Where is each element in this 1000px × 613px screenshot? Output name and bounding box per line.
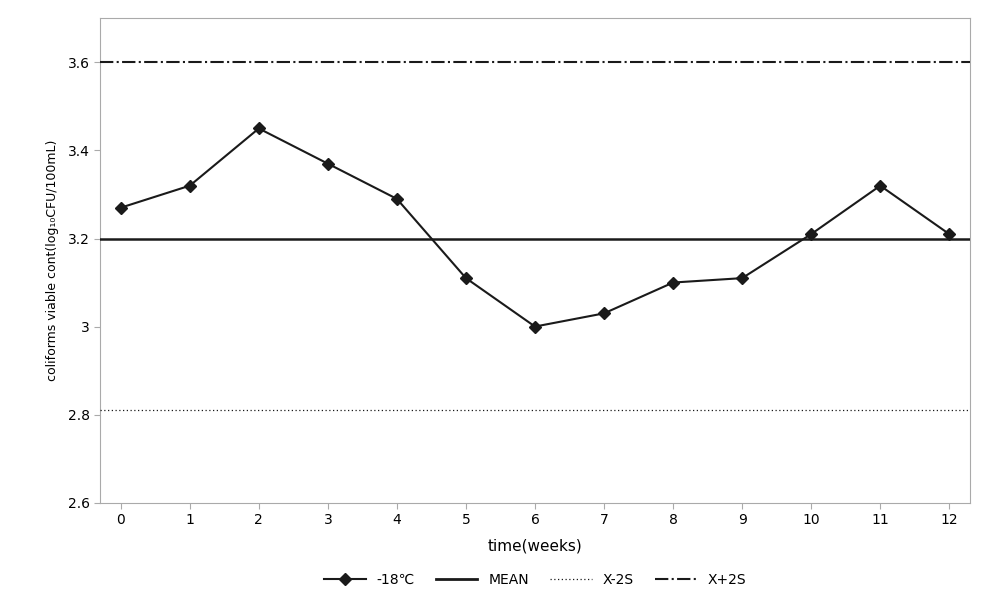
Y-axis label: coliforms viable cont(log₁₀CFU/100mL): coliforms viable cont(log₁₀CFU/100mL) <box>46 140 59 381</box>
X-axis label: time(weeks): time(weeks) <box>488 538 582 553</box>
Legend: -18℃, MEAN, X-2S, X+2S: -18℃, MEAN, X-2S, X+2S <box>318 568 752 593</box>
